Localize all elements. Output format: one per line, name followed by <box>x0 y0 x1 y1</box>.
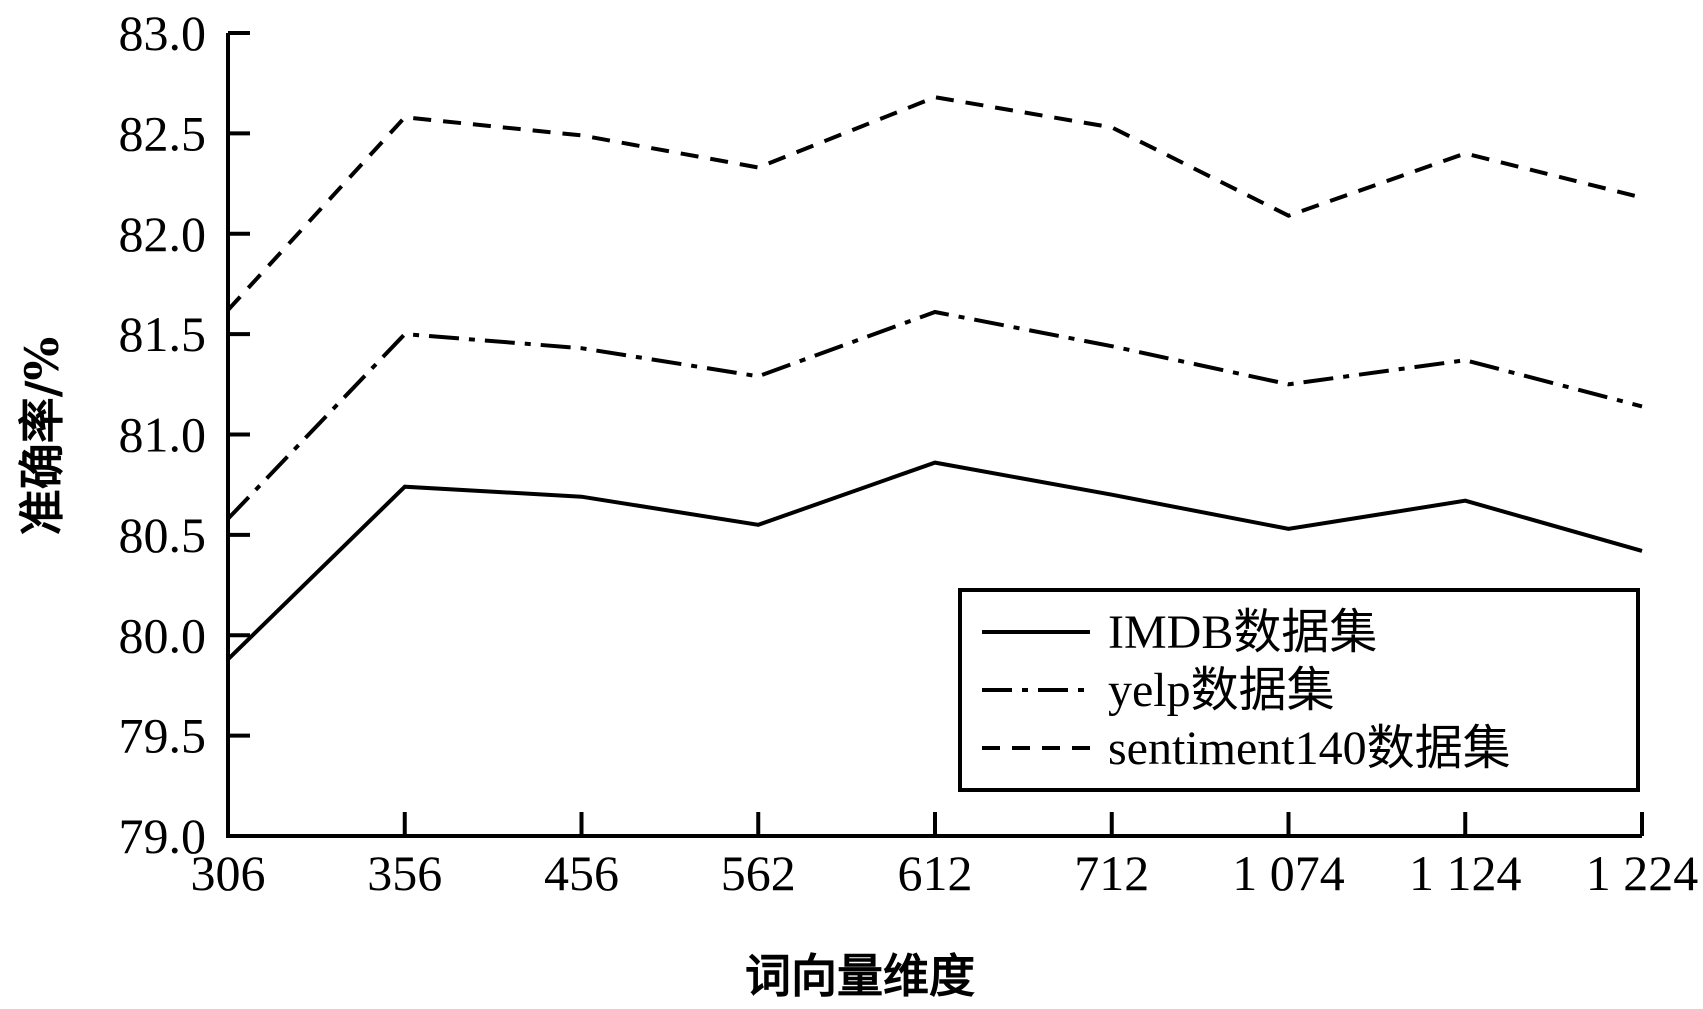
x-tick-label: 1 224 <box>1586 845 1699 901</box>
x-tick-label: 356 <box>367 845 442 901</box>
y-axis: 79.0 79.5 80.0 80.5 81.0 81.5 82.0 82.5 83.0 <box>119 5 250 864</box>
x-tick-label: 1 124 <box>1409 845 1522 901</box>
y-tick-label: 83.0 <box>119 5 207 61</box>
series-lines <box>226 95 1643 661</box>
x-tick-label: 306 <box>191 845 266 901</box>
x-tick-label: 712 <box>1074 845 1149 901</box>
y-tick-label: 80.0 <box>119 607 207 663</box>
x-axis: 306 356 456 562 612 712 1 074 1 124 1 224 <box>191 812 1699 901</box>
y-tick-label: 82.0 <box>119 206 207 262</box>
y-tick-label: 80.5 <box>119 507 207 563</box>
x-tick-label: 612 <box>898 845 973 901</box>
series-line-3 <box>226 95 1643 312</box>
x-tick-label: 1 074 <box>1232 845 1345 901</box>
y-tick-label: 82.5 <box>119 105 207 161</box>
x-axis-title: 词向量维度 <box>745 949 975 1003</box>
legend-label-3: sentiment140数据集 <box>1108 722 1511 775</box>
x-tick-label: 562 <box>721 845 796 901</box>
legend-label-1: IMDB数据集 <box>1108 606 1377 659</box>
y-tick-label: 81.0 <box>119 407 207 463</box>
legend-box <box>958 588 1640 792</box>
y-tick-label: 81.5 <box>119 306 207 362</box>
y-tick-label: 79.5 <box>119 708 207 764</box>
y-axis-title: 准确率/% <box>15 337 69 536</box>
legend-label-2: yelp数据集 <box>1108 664 1335 717</box>
y-tick-label: 79.0 <box>119 808 207 864</box>
x-tick-label: 456 <box>544 845 619 901</box>
